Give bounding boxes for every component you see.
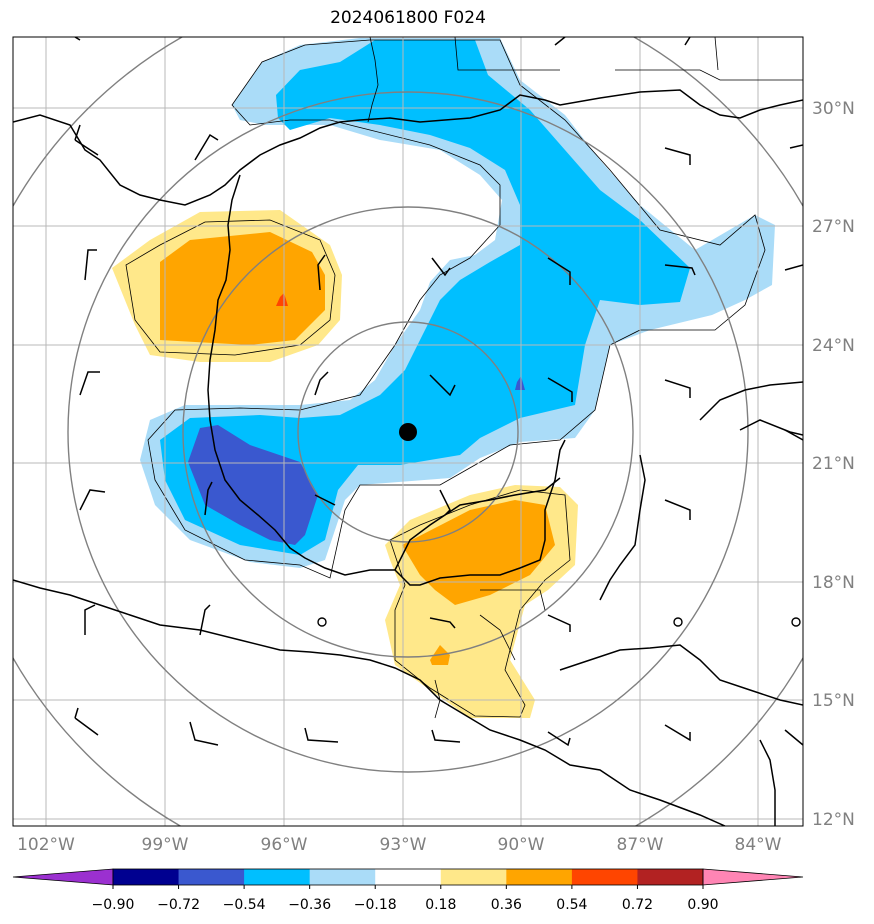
colorbar-segment — [178, 869, 245, 885]
lat-label: 18°N — [812, 573, 855, 593]
colorbar-frame — [112, 868, 704, 886]
pos-contour-high-west — [276, 293, 288, 306]
lat-label: 12°N — [812, 810, 855, 830]
storm-center-marker — [399, 423, 417, 441]
colorbar-extension-min — [12, 868, 114, 886]
lat-lon-grid — [13, 37, 803, 826]
neg-contour-mid-north — [160, 40, 690, 555]
lon-label: 93°W — [380, 835, 427, 855]
lon-label: 84°W — [735, 835, 782, 855]
lat-label: 27°N — [812, 217, 855, 237]
map-frame — [12, 36, 804, 827]
colorbar-segment — [244, 869, 311, 885]
lat-label: 15°N — [812, 691, 855, 711]
lat-label: 24°N — [812, 336, 855, 356]
range-rings — [13, 37, 803, 826]
colorbar-extension-max — [702, 868, 804, 886]
colorbar-segment — [440, 869, 507, 885]
colorbar-segment — [637, 869, 704, 885]
colorbar-ticks: −0.90 −0.72 −0.54 −0.36 −0.18 0.18 0.36 0.54 0.7… — [92, 885, 719, 913]
colorbar-tick-label: −0.54 — [223, 897, 266, 913]
colorbar-tick-label: −0.90 — [92, 897, 135, 913]
map-title: 2024061800 F024 — [330, 8, 486, 28]
borders — [367, 37, 803, 719]
lat-label: 30°N — [812, 99, 855, 119]
colorbar-tick-label: −0.36 — [288, 897, 331, 913]
colorbar-tick-label: −0.18 — [354, 897, 397, 913]
colorbar-segment — [571, 869, 638, 885]
calm-wind-markers — [317, 617, 801, 627]
colorbar-tick-label: 0.90 — [687, 897, 718, 913]
colorbar-segments — [12, 868, 804, 886]
colorbar-segment — [113, 869, 180, 885]
latitude-labels: 30°N 27°N 24°N 21°N 18°N 15°N 12°N — [812, 99, 855, 830]
pos-contour-mid-west — [160, 232, 325, 345]
neg-contour-dark-small — [515, 376, 525, 390]
map-plot-area — [13, 37, 803, 826]
colorbar-segment — [375, 869, 442, 885]
colorbar-segment — [506, 869, 573, 885]
colorbar: −0.90 −0.72 −0.54 −0.36 −0.18 0.18 0.36 0.54 0.7… — [12, 868, 804, 913]
coastlines — [13, 89, 803, 826]
colorbar-tick-label: −0.72 — [157, 897, 200, 913]
colorbar-tick-label: 0.36 — [491, 897, 522, 913]
lon-label: 87°W — [617, 835, 664, 855]
colorbar-tick-label: 0.72 — [622, 897, 653, 913]
lat-label: 21°N — [812, 454, 855, 474]
colorbar-tick-label: 0.18 — [425, 897, 456, 913]
lon-label: 96°W — [261, 835, 308, 855]
wind-barbs — [74, 37, 803, 747]
colorbar-segment — [309, 869, 376, 885]
longitude-labels: 102°W 99°W 96°W 93°W 90°W 87°W 84°W — [17, 835, 782, 855]
neg-contour-dark — [188, 425, 318, 545]
colorbar-tick-label: 0.54 — [556, 897, 587, 913]
lon-label: 99°W — [142, 835, 189, 855]
lon-label: 102°W — [17, 835, 75, 855]
pos-contour-mid-south — [402, 500, 555, 605]
lon-label: 90°W — [498, 835, 545, 855]
